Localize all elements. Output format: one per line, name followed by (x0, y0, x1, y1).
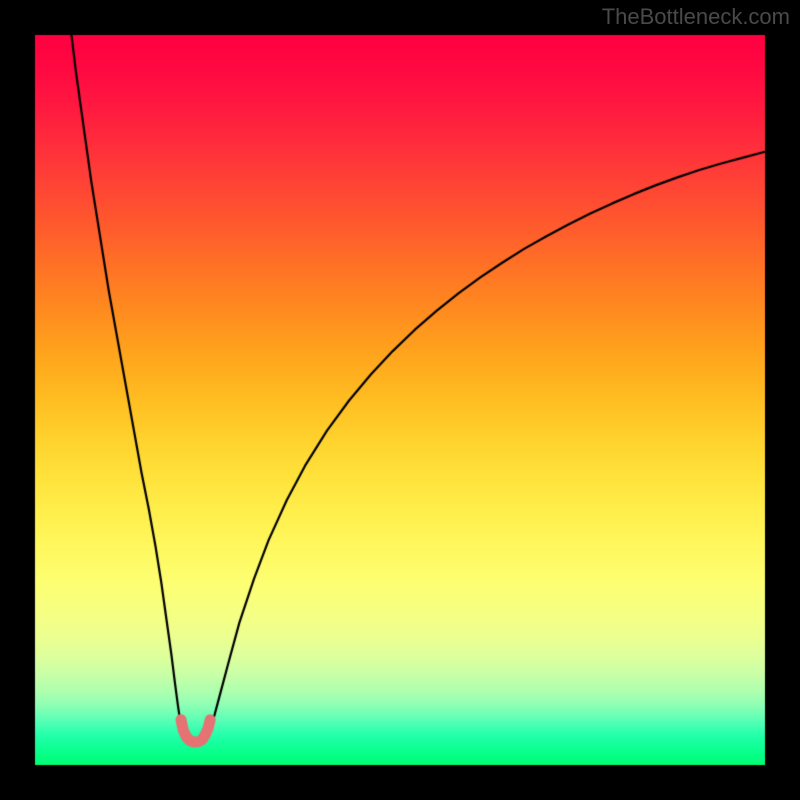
bottleneck-chart-canvas (0, 0, 800, 800)
figure-container: TheBottleneck.com (0, 0, 800, 800)
